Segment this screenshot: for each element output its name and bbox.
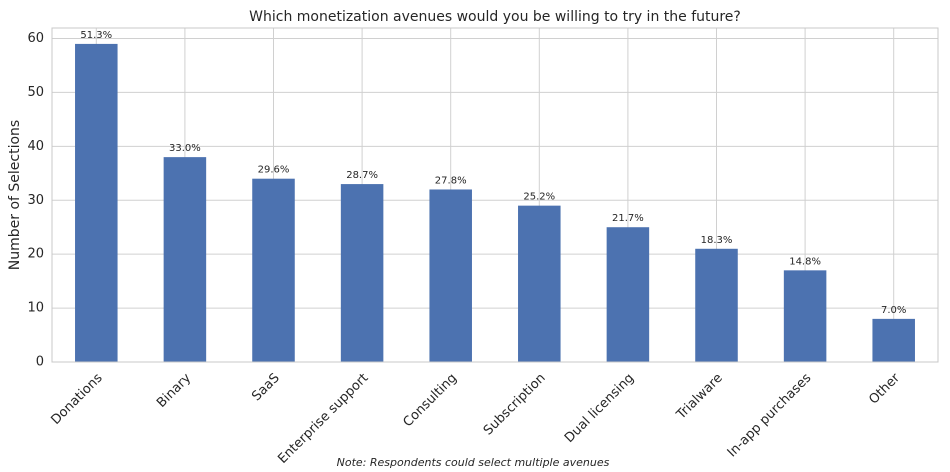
bar xyxy=(163,157,207,362)
value-label: 29.6% xyxy=(258,165,290,176)
bar xyxy=(429,189,472,362)
bar xyxy=(340,184,384,362)
chart-title: Which monetization avenues would you be … xyxy=(249,9,741,25)
x-tick-label: In-app purchases xyxy=(725,371,815,461)
bar xyxy=(872,318,915,362)
y-tick-label: 40 xyxy=(27,139,44,154)
value-label: 27.8% xyxy=(435,175,467,186)
x-tick-label: Consulting xyxy=(401,371,460,430)
y-tick-label: 20 xyxy=(27,247,44,262)
value-label: 25.2% xyxy=(523,192,555,203)
value-label: 14.8% xyxy=(789,256,821,267)
value-label: 18.3% xyxy=(701,235,733,246)
bar xyxy=(783,270,827,362)
y-axis-label: Number of Selections xyxy=(7,120,23,270)
x-tick-label: Subscription xyxy=(481,371,549,439)
x-tick-label: Dual licensing xyxy=(562,371,637,446)
y-tick-label: 10 xyxy=(27,301,44,316)
y-tick-label: 30 xyxy=(27,193,44,208)
y-tick-label: 0 xyxy=(36,355,44,370)
x-tick-label: Trialware xyxy=(673,371,725,423)
value-label: 7.0% xyxy=(881,305,906,316)
y-tick-label: 60 xyxy=(27,31,44,46)
bar xyxy=(695,248,738,362)
plot-frame xyxy=(51,27,939,363)
bar xyxy=(252,178,295,362)
x-tick-label: Binary xyxy=(154,370,194,410)
value-label: 33.0% xyxy=(169,143,201,154)
bar xyxy=(518,205,561,362)
value-label: 51.3% xyxy=(80,30,112,41)
value-label: 28.7% xyxy=(346,170,378,181)
note: Note: Respondents could select multiple … xyxy=(337,456,610,469)
x-tick-label: Other xyxy=(866,370,903,407)
bar xyxy=(75,43,118,363)
x-tick-label: Donations xyxy=(48,371,105,428)
x-tick-label: Enterprise support xyxy=(275,371,371,467)
x-tick-label: SaaS xyxy=(249,371,283,405)
bar xyxy=(606,227,650,362)
y-tick-label: 50 xyxy=(27,85,44,100)
value-label: 21.7% xyxy=(612,213,644,224)
